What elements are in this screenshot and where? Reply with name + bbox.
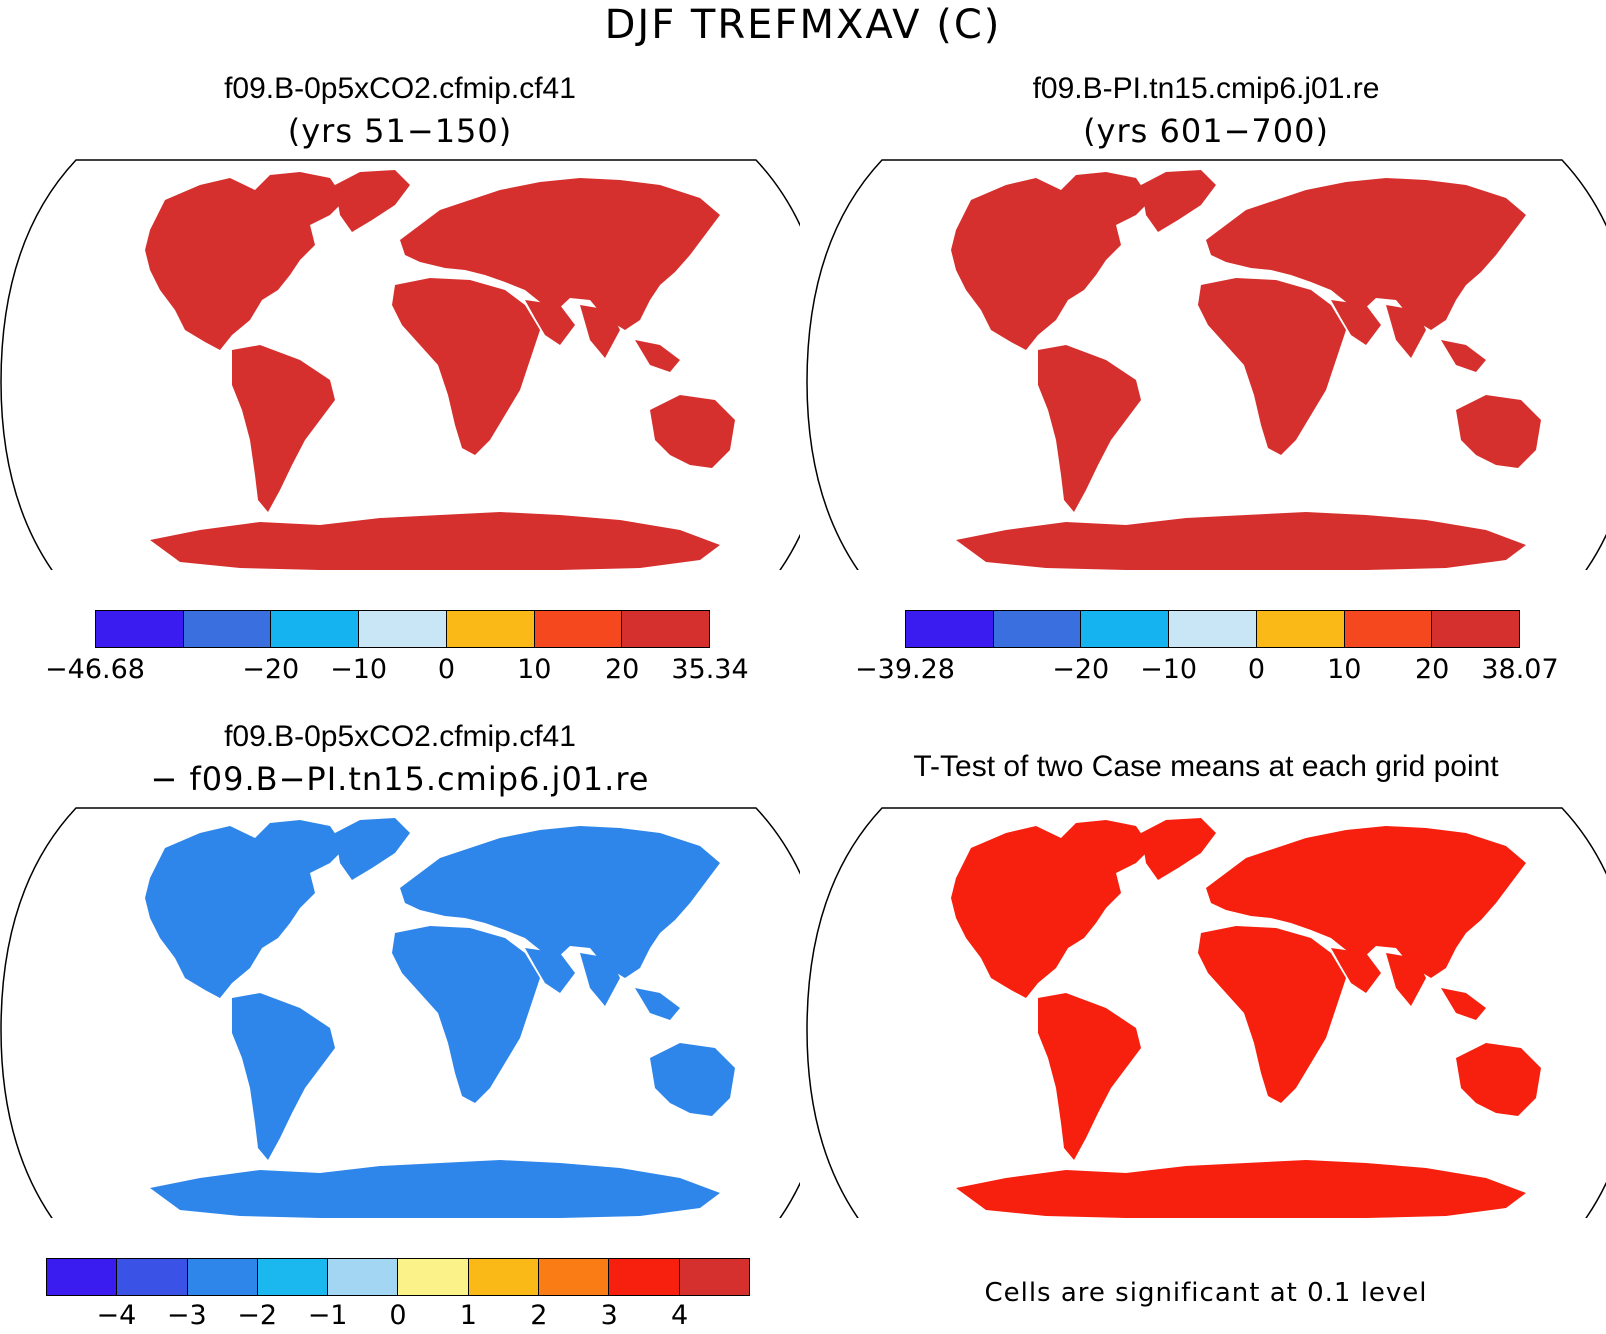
colorbar-bottom_left-swatch [187, 1259, 258, 1295]
map-panel-bl [0, 807, 800, 1218]
map-panel-tr [806, 159, 1606, 570]
map-panel-tl [0, 159, 800, 570]
colorbar-top_left-label: 35.34 [671, 654, 749, 685]
colorbar-bottom_left-label: −1 [307, 1300, 348, 1331]
colorbar-top_left-swatch [622, 611, 710, 647]
colorbar-top_right-label: 10 [1327, 654, 1362, 685]
colorbar-top_right-label: 0 [1247, 654, 1266, 685]
map-panel-br [806, 807, 1606, 1218]
colorbar-bottom_left-label: 4 [671, 1300, 689, 1331]
colorbar-bottom_left-swatch [679, 1259, 749, 1295]
panel-tr-subtitle: (yrs 601−700) [1083, 112, 1329, 150]
colorbar-bottom_left-swatch [539, 1259, 610, 1295]
colorbar-top_left-swatch [183, 611, 272, 647]
colorbar-top_left-label: 20 [604, 654, 640, 685]
colorbar-tr-ticks: −39.28 −20 −10 0 10 20 38.07 [855, 654, 1559, 688]
colorbar-top_right-swatch [1081, 611, 1170, 647]
colorbar-top_left-swatch [271, 611, 360, 647]
colorbar-top_right-swatch [1169, 611, 1257, 647]
colorbar-bl [46, 1258, 750, 1296]
colorbar-bl-ticks: −4 −3 −2 −1 0 1 2 3 4 [46, 1300, 750, 1334]
colorbar-top_left-label: 10 [517, 654, 552, 685]
colorbar-bottom_left-swatch [328, 1259, 399, 1295]
panel-tl-title: f09.B-0p5xCO2.cfmip.cf41 [224, 72, 576, 105]
colorbar-tl [95, 610, 710, 648]
colorbar-bottom_left-swatch [117, 1259, 188, 1295]
colorbar-top_left-swatch [96, 611, 184, 647]
colorbar-top_right-label: −20 [1052, 654, 1110, 685]
colorbar-bottom_left-label: 1 [459, 1300, 477, 1331]
figure-title: DJF TREFMXAV (C) [604, 2, 1002, 48]
colorbar-tl-ticks: −46.68 −20 −10 0 10 20 35.34 [45, 654, 749, 688]
colorbar-top_right-label: −10 [1140, 654, 1198, 685]
ttest-note: Cells are significant at 0.1 level [984, 1278, 1428, 1308]
panel-bl-title: f09.B-0p5xCO2.cfmip.cf41 [224, 720, 576, 753]
colorbar-top_left-swatch [359, 611, 447, 647]
colorbar-top_right-label: −39.28 [855, 654, 955, 685]
colorbar-tr [905, 610, 1520, 648]
colorbar-top_left-label: 0 [437, 654, 456, 685]
colorbar-bottom_left-label: 2 [530, 1300, 548, 1331]
colorbar-top_right-swatch [1432, 611, 1520, 647]
panel-tr-title: f09.B-PI.tn15.cmip6.j01.re [1032, 72, 1380, 105]
colorbar-top_left-label: −20 [242, 654, 300, 685]
colorbar-top_right-swatch [1344, 611, 1433, 647]
colorbar-top_right-swatch [993, 611, 1082, 647]
colorbar-bottom_left-label: 0 [389, 1300, 407, 1331]
colorbar-bottom_left-label: 3 [600, 1300, 618, 1331]
colorbar-top_left-swatch [446, 611, 535, 647]
colorbar-bottom_left-label: −4 [96, 1300, 137, 1331]
colorbar-top_right-swatch [906, 611, 994, 647]
colorbar-top_right-label: 38.07 [1481, 654, 1559, 685]
panel-br-title: T-Test of two Case means at each grid po… [913, 750, 1499, 783]
colorbar-bottom_left-swatch [398, 1259, 469, 1295]
colorbar-top_left-label: −10 [330, 654, 388, 685]
colorbar-top_left-label: −46.68 [45, 654, 145, 685]
colorbar-bottom_left-swatch [609, 1259, 680, 1295]
colorbar-top_right-swatch [1256, 611, 1345, 647]
panel-tl-subtitle: (yrs 51−150) [287, 112, 513, 150]
colorbar-bottom_left-swatch [257, 1259, 329, 1295]
colorbar-bottom_left-label: −2 [237, 1300, 278, 1331]
colorbar-bottom_left-swatch [468, 1259, 540, 1295]
panel-bl-subtitle: − f09.B−PI.tn15.cmip6.j01.re [150, 760, 650, 798]
colorbar-top_left-swatch [534, 611, 623, 647]
colorbar-bottom_left-swatch [47, 1259, 118, 1295]
colorbar-bottom_left-label: −3 [166, 1300, 207, 1331]
colorbar-top_right-label: 20 [1414, 654, 1450, 685]
